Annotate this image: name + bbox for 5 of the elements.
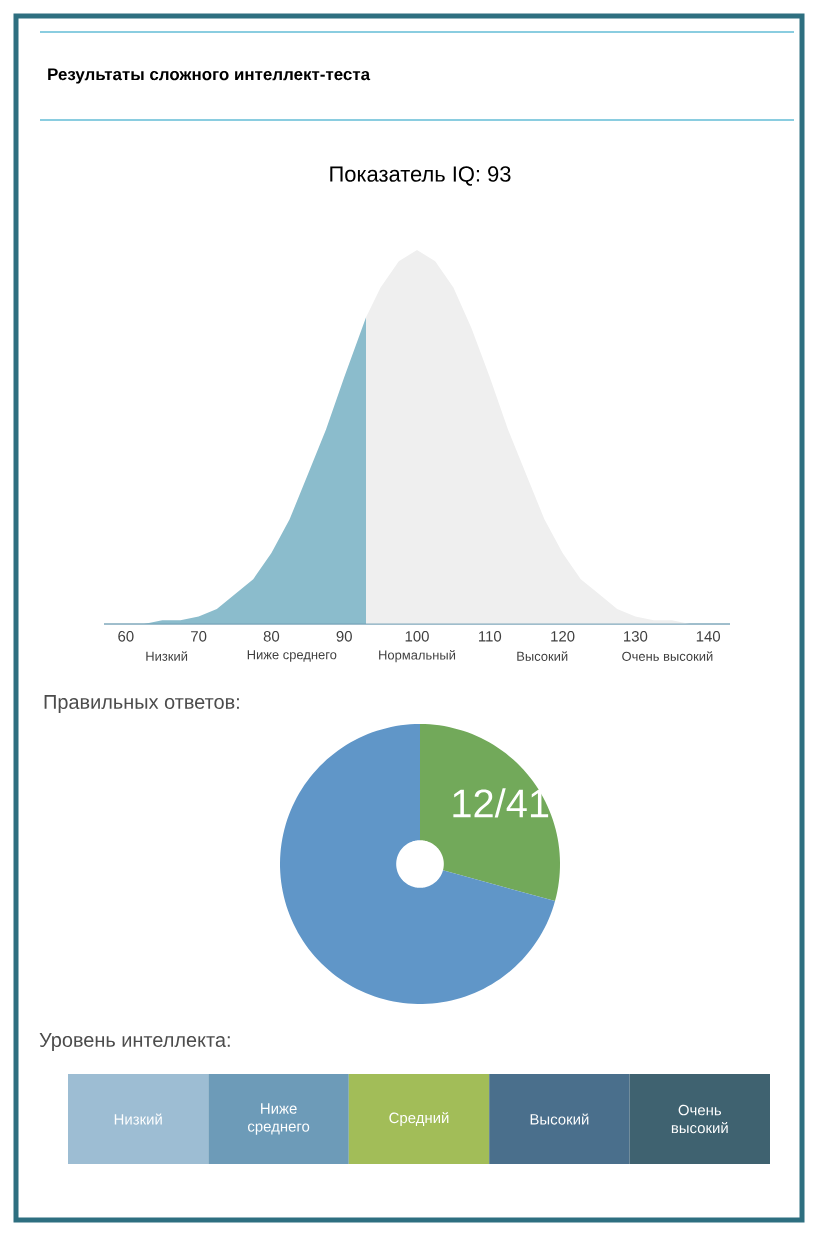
chart-title: Правильных ответов: — [44, 695, 239, 713]
chart-subtitle: Показатель IQ: 93 — [330, 166, 511, 186]
data-label: 12/41 — [453, 788, 549, 818]
text: Уровень интеллекта: — [39, 1033, 230, 1051]
chart-title: Результаты сложного интеллект-теста — [48, 68, 371, 84]
